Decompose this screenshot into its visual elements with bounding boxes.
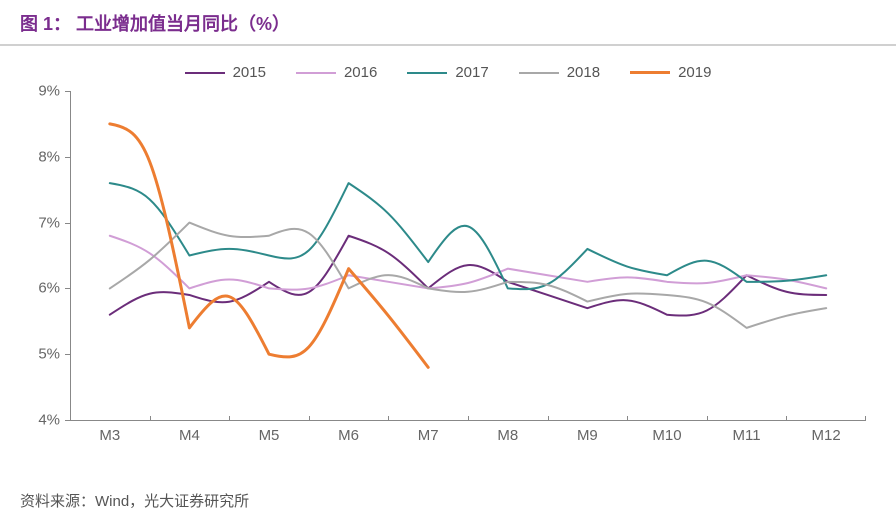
y-tick-label: 9% bbox=[38, 83, 70, 100]
y-axis bbox=[70, 91, 71, 420]
x-tick-label: M9 bbox=[548, 421, 628, 446]
legend-swatch bbox=[185, 72, 225, 74]
legend-label: 2018 bbox=[567, 64, 600, 81]
plot-region bbox=[70, 91, 866, 420]
legend-swatch bbox=[296, 72, 336, 74]
legend-item-2018: 2018 bbox=[519, 64, 600, 81]
legend-swatch bbox=[630, 71, 670, 74]
y-tick-label: 6% bbox=[38, 280, 70, 297]
chart-title: 图 1： 工业增加值当月同比（%） bbox=[20, 10, 876, 36]
x-tick-label: M6 bbox=[309, 421, 389, 446]
legend-item-2017: 2017 bbox=[407, 64, 488, 81]
legend: 2015 2016 2017 2018 2019 bbox=[0, 46, 896, 91]
y-tick-label: 7% bbox=[38, 214, 70, 231]
line-plot bbox=[70, 91, 866, 420]
legend-item-2016: 2016 bbox=[296, 64, 377, 81]
x-tick-label: M11 bbox=[707, 421, 787, 446]
legend-label: 2019 bbox=[678, 64, 711, 81]
legend-swatch bbox=[407, 72, 447, 74]
y-tick-label: 4% bbox=[38, 412, 70, 429]
legend-label: 2016 bbox=[344, 64, 377, 81]
x-tick-label: M4 bbox=[150, 421, 230, 446]
series-2015 bbox=[110, 236, 826, 316]
source-text: 资料来源：Wind，光大证券研究所 bbox=[20, 490, 249, 511]
x-tick-label: M7 bbox=[388, 421, 468, 446]
x-tick-label: M10 bbox=[627, 421, 707, 446]
series-2019 bbox=[110, 124, 428, 367]
series-2017 bbox=[110, 183, 826, 289]
x-tick-label: M5 bbox=[229, 421, 309, 446]
legend-item-2015: 2015 bbox=[185, 64, 266, 81]
x-tick-label: M12 bbox=[786, 421, 866, 446]
series-2016 bbox=[110, 236, 826, 290]
chart-area: M3M4M5M6M7M8M9M10M11M12 4%5%6%7%8%9% bbox=[70, 91, 866, 446]
x-tick-label: M8 bbox=[468, 421, 548, 446]
y-tick-label: 5% bbox=[38, 346, 70, 363]
x-axis: M3M4M5M6M7M8M9M10M11M12 bbox=[70, 420, 866, 446]
legend-label: 2015 bbox=[233, 64, 266, 81]
series-2018 bbox=[110, 223, 826, 328]
x-tick-label: M3 bbox=[70, 421, 150, 446]
legend-swatch bbox=[519, 72, 559, 74]
legend-label: 2017 bbox=[455, 64, 488, 81]
y-tick-label: 8% bbox=[38, 148, 70, 165]
legend-item-2019: 2019 bbox=[630, 64, 711, 81]
